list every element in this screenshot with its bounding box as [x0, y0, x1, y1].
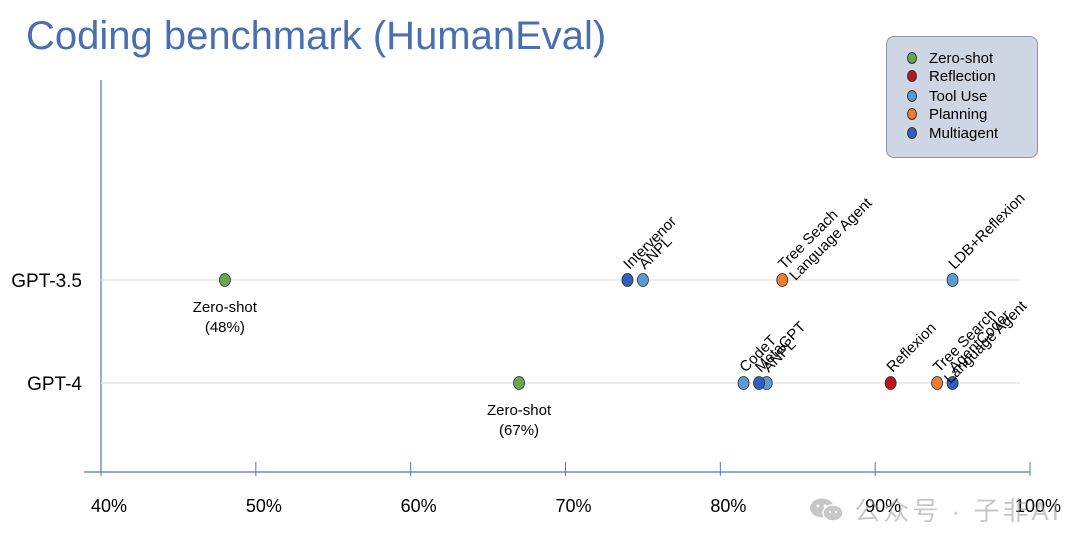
legend: Zero-shot Reflection Tool Use Planning M… — [886, 36, 1038, 158]
point-label: (67%) — [499, 422, 539, 439]
y-category-label: GPT-4 — [27, 374, 82, 395]
data-point — [931, 376, 943, 390]
legend-label: Multiagent — [929, 124, 999, 142]
watermark-text: 公众号 · 子非AI — [854, 496, 1062, 526]
x-tick-label: 90% — [865, 496, 901, 516]
chart-title: Coding benchmark (HumanEval) — [26, 14, 607, 58]
data-point — [737, 376, 750, 390]
legend-item: Planning — [907, 105, 987, 123]
y-category-label: GPT-3.5 — [11, 271, 82, 292]
point-label: Zero-shot — [487, 402, 552, 419]
legend-label: Reflection — [929, 67, 996, 85]
wechat-icon — [810, 498, 845, 522]
legend-item: Multiagent — [907, 124, 998, 142]
data-point — [218, 273, 231, 287]
legend-swatch — [907, 108, 917, 120]
data-point — [884, 376, 897, 390]
legend-label: Tool Use — [929, 87, 988, 105]
point-label: Zero-shot — [193, 299, 258, 316]
data-point — [753, 376, 765, 390]
x-tick-label: 70% — [555, 496, 591, 516]
legend-item: Tool Use — [907, 87, 987, 105]
x-tick-label: 60% — [401, 496, 437, 516]
legend-item: Zero-shot — [907, 49, 993, 67]
point-label: LDB+Reflexion — [945, 190, 1028, 273]
legend-swatch — [907, 70, 917, 82]
point-label: Reflexion — [883, 320, 939, 376]
data-point — [513, 376, 525, 390]
legend-item: Reflection — [907, 67, 996, 85]
legend-swatch — [907, 52, 917, 64]
legend-swatch — [907, 90, 917, 102]
legend-label: Planning — [929, 105, 988, 123]
legend-label: Zero-shot — [929, 49, 994, 67]
data-point — [946, 273, 959, 287]
data-point — [621, 273, 634, 287]
x-tick-label: 100% — [1015, 496, 1061, 516]
point-label: (48%) — [205, 319, 245, 336]
data-point — [776, 273, 789, 287]
x-tick-label: 80% — [710, 496, 746, 516]
legend-swatch — [907, 127, 917, 139]
x-tick-label: 40% — [91, 496, 127, 516]
data-point — [637, 273, 649, 287]
x-tick-label: 50% — [246, 496, 282, 516]
watermark: 公众号 · 子非AI — [808, 491, 1062, 528]
data-point — [946, 376, 959, 390]
